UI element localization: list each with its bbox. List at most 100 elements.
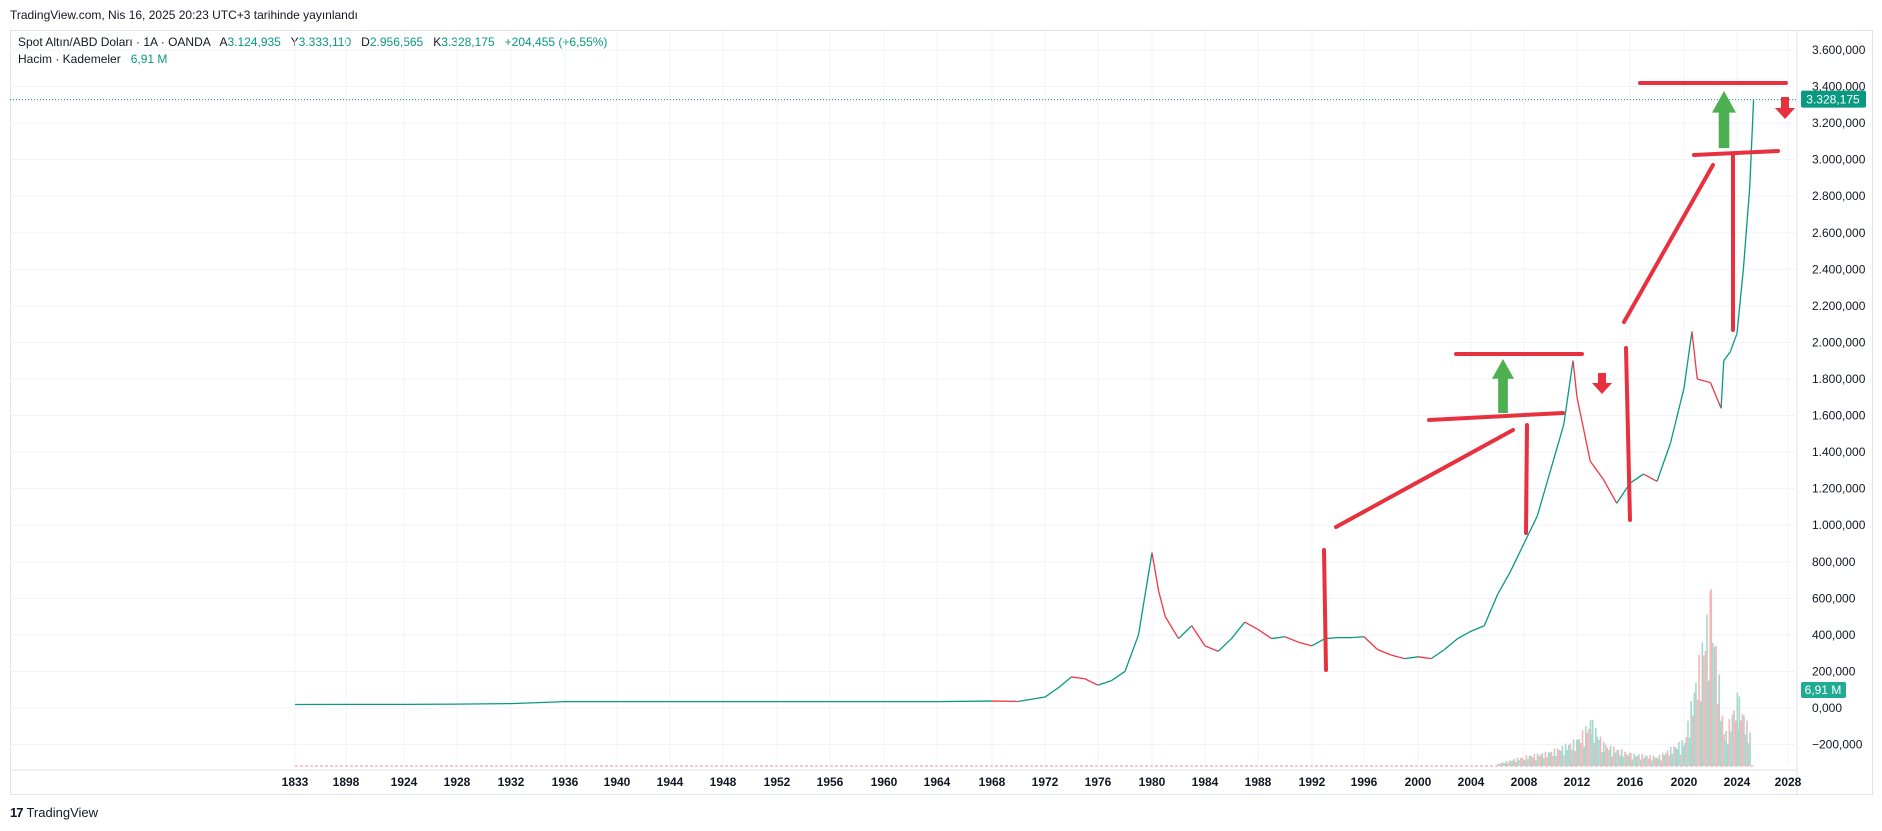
volume-bar	[1586, 732, 1589, 766]
tradingview-logo-icon: 17	[10, 805, 24, 820]
volume-bar	[1507, 763, 1509, 766]
time-tick-label: 1936	[552, 775, 579, 789]
volume-bar	[1688, 737, 1691, 766]
low-label: D	[361, 35, 370, 49]
volume-bar	[1665, 752, 1667, 766]
price-tick-label: 0,000	[1812, 701, 1842, 715]
volume-bar	[1500, 762, 1503, 766]
time-tick-label: 1948	[710, 775, 737, 789]
volume-bar	[1698, 654, 1700, 766]
volume-bar	[1652, 755, 1655, 766]
volume-bar	[1638, 754, 1640, 766]
volume-bar	[1588, 728, 1590, 766]
footer-brand[interactable]: 17 TradingView	[10, 805, 98, 820]
close-value: 3.328,175	[441, 35, 495, 49]
volume-bar	[1674, 747, 1677, 766]
volume-bar	[1516, 757, 1519, 766]
volume-bar	[1663, 755, 1666, 766]
price-segment	[1311, 637, 1326, 647]
time-tick-label: 2012	[1564, 775, 1591, 789]
price-segment	[1563, 360, 1574, 425]
volume-bar	[1624, 751, 1626, 766]
volume-bar	[1530, 756, 1532, 766]
volume-bar	[1619, 755, 1621, 766]
volume-bar	[1622, 756, 1625, 766]
volume-bar	[1531, 757, 1534, 766]
volume-bar	[1649, 754, 1652, 766]
price-segment	[1742, 187, 1751, 270]
volume-indicator-title[interactable]: Hacim · Kademeler	[18, 52, 121, 66]
price-tick-label: 2.600,000	[1812, 226, 1866, 240]
volume-bar	[1584, 726, 1587, 766]
volume-bar	[1658, 754, 1661, 766]
volume-bar	[1569, 743, 1572, 766]
volume-bar	[1738, 696, 1741, 766]
volume-bar	[1613, 746, 1615, 766]
volume-bar	[1525, 755, 1528, 766]
volume-bar	[1590, 734, 1592, 766]
price-segment	[1164, 616, 1180, 639]
price-tick-label: 3.000,000	[1812, 153, 1866, 167]
price-segment	[1723, 351, 1731, 362]
volume-bar	[1668, 755, 1670, 766]
price-segment	[1417, 656, 1432, 660]
volume-bar	[1620, 749, 1623, 766]
volume-bar	[1571, 749, 1573, 766]
volume-bar	[1578, 738, 1581, 766]
price-tick-label: 3.400,000	[1812, 80, 1866, 94]
volume-bar	[1718, 674, 1721, 766]
volume-bar	[1682, 745, 1685, 766]
volume-bar	[1646, 755, 1648, 766]
volume-bar	[1513, 759, 1515, 766]
price-segment	[1720, 360, 1725, 409]
volume-bar	[1558, 750, 1561, 766]
price-segment	[1350, 636, 1365, 639]
volume-bar	[1741, 714, 1744, 766]
volume-bar	[1661, 752, 1664, 766]
volume-bar	[1598, 739, 1600, 766]
volume-bar	[1728, 719, 1731, 766]
volume-bar	[1695, 682, 1697, 766]
price-tick-label: 400,000	[1812, 628, 1856, 642]
volume-bar	[1706, 614, 1708, 766]
volume-bar	[1660, 760, 1662, 766]
volume-bar	[1636, 756, 1639, 766]
volume-bar	[1703, 655, 1705, 766]
symbol-title[interactable]: Spot Altın/ABD Doları · 1A · OANDA	[18, 35, 211, 49]
annotation-line	[1624, 346, 1632, 522]
volume-bar	[1591, 719, 1594, 766]
price-segment	[1669, 387, 1685, 444]
price-segment	[1523, 515, 1538, 544]
volume-bar	[1684, 743, 1686, 766]
drawing-annotations	[1322, 81, 1795, 672]
volume-bar	[1577, 740, 1579, 766]
volume-bar	[1511, 760, 1514, 766]
time-tick-label: 1964	[924, 775, 951, 789]
volume-bar	[1518, 760, 1520, 766]
open-label: A	[219, 35, 228, 49]
price-legend-row: Spot Altın/ABD Doları · 1A · OANDA A3.12…	[18, 34, 607, 51]
volume-indicator-value: 6,91 M	[130, 52, 168, 66]
volume-bar	[1499, 763, 1501, 766]
volume-bar	[1555, 756, 1557, 766]
volume-bar	[1505, 761, 1508, 766]
price-segment	[1204, 645, 1219, 652]
red-down-arrow-icon	[1592, 373, 1612, 394]
price-tick-label: 800,000	[1812, 555, 1856, 569]
price-tick-label: 2.200,000	[1812, 299, 1866, 313]
price-segment	[1691, 331, 1698, 380]
price-tick-label: 2.800,000	[1812, 189, 1866, 203]
price-segment	[1697, 378, 1711, 384]
volume-bar	[1713, 646, 1716, 766]
price-segment	[1589, 460, 1605, 480]
chart-legend: Spot Altın/ABD Doları · 1A · OANDA A3.12…	[18, 34, 607, 68]
volume-tag	[1801, 682, 1846, 698]
price-segment	[1071, 676, 1085, 680]
volume-bar	[1614, 752, 1617, 766]
volume-bar	[1693, 692, 1696, 766]
volume-bar	[1553, 748, 1556, 766]
volume-bar	[1561, 745, 1564, 766]
volume-bar	[1654, 757, 1656, 766]
price-segment	[1298, 641, 1313, 647]
